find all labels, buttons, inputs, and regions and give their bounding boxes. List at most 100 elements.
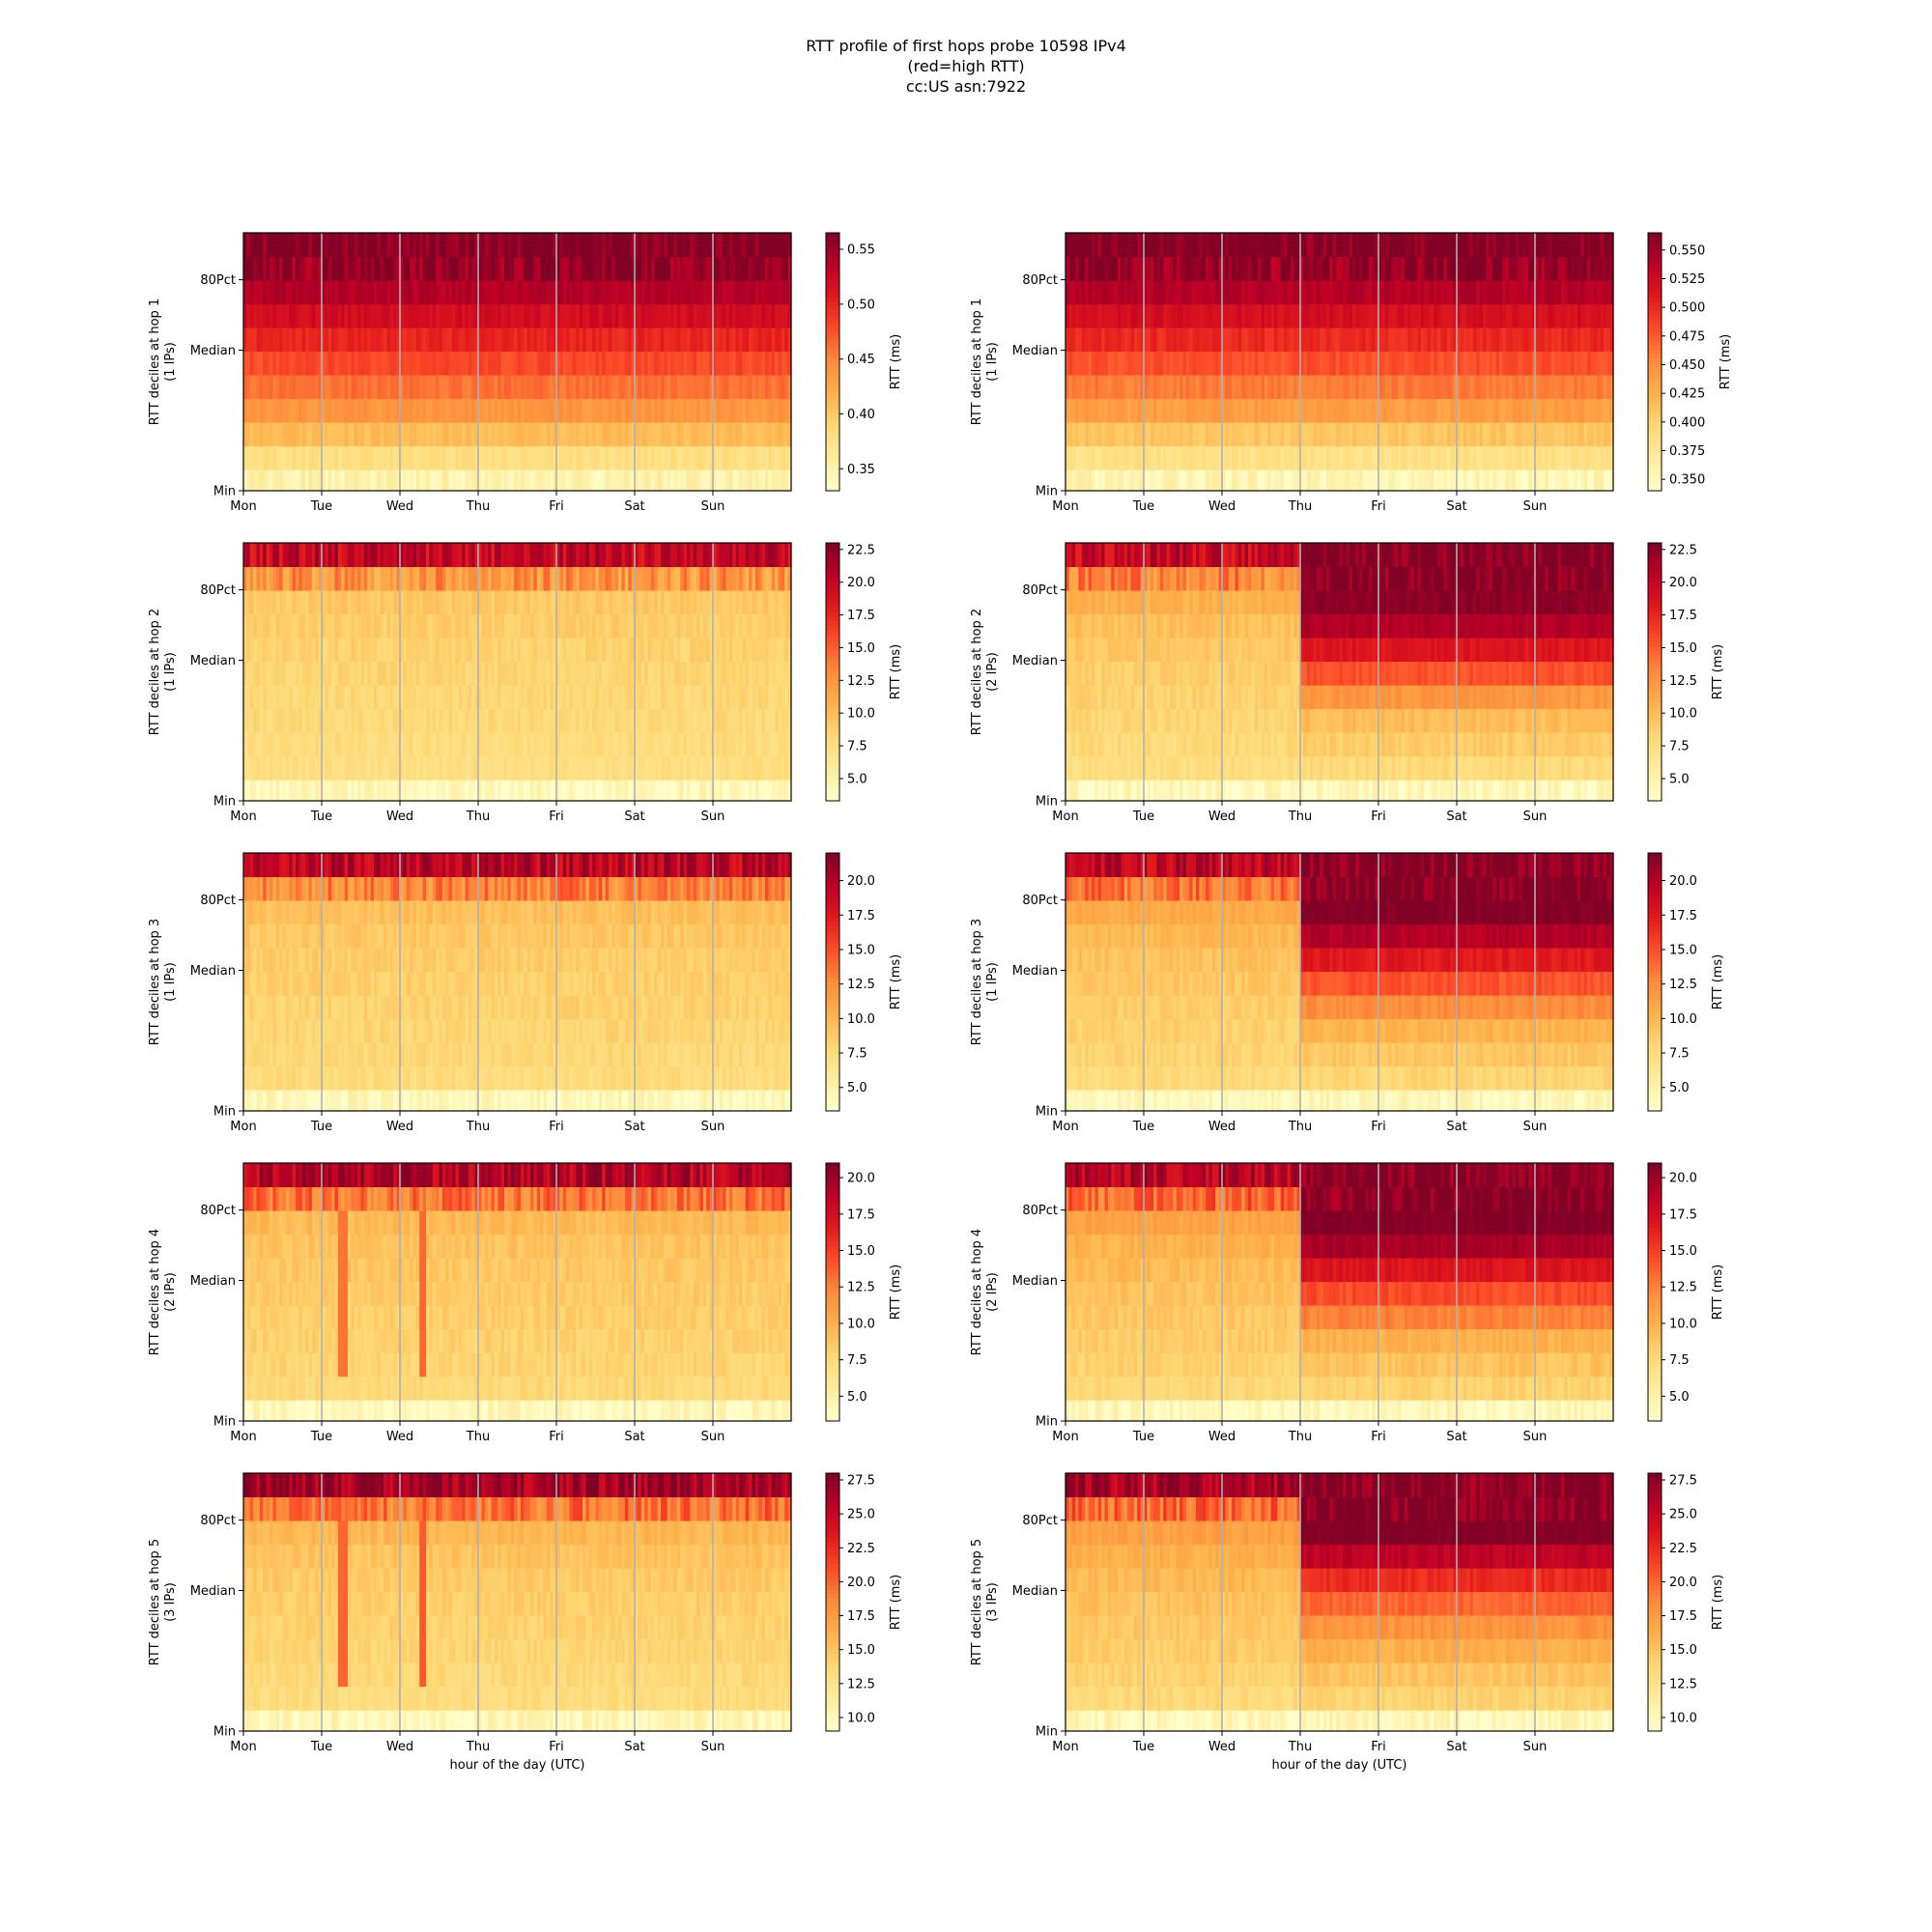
heatmap-panel-left-hop-2: Mon Tue Wed Thu Fri Sat SunMinMedian80PctRTT d… — [148, 543, 903, 824]
colorbar-segment — [826, 336, 839, 341]
colorbar-segment — [826, 422, 839, 427]
colorbar-segment — [1648, 293, 1662, 298]
colorbar-segment — [1648, 250, 1662, 255]
colorbar-segment — [826, 340, 839, 345]
colorbar-segment — [1648, 354, 1662, 358]
colorbar-tick-label: 0.40 — [847, 408, 875, 422]
colorbar-segment — [826, 461, 839, 466]
colorbar-segment — [826, 405, 839, 410]
colorbar-segment — [1648, 431, 1662, 436]
colorbar-segment — [826, 327, 839, 332]
colorbar-tick-label: 0.35 — [847, 463, 875, 477]
colorbar-segment — [1648, 384, 1662, 388]
colorbar-segment — [1648, 357, 1662, 362]
colorbar-tick-label: 0.50 — [847, 298, 875, 312]
colorbar-tick-label: 0.45 — [847, 353, 875, 367]
colorbar-segment — [1648, 422, 1662, 427]
colorbar-segment — [826, 284, 839, 289]
colorbar-segment — [1648, 401, 1662, 406]
colorbar-segment — [826, 417, 839, 422]
colorbar-segment — [826, 362, 839, 367]
colorbar-segment — [1648, 349, 1662, 354]
colorbar-tick-label: 0.550 — [1669, 243, 1705, 258]
colorbar-segment — [1648, 336, 1662, 341]
y-axis-label: RTT deciles at hop 1 — [148, 298, 162, 425]
colorbar-segment — [826, 263, 839, 268]
colorbar-segment — [826, 375, 839, 380]
colorbar-segment — [1648, 340, 1662, 345]
colorbar-segment — [1648, 375, 1662, 380]
y-axis-label-ips: (1 IPs) — [985, 342, 1000, 382]
colorbar-segment — [826, 245, 839, 250]
colorbar-segment — [826, 478, 839, 483]
x-tick-label: Mon — [230, 499, 256, 514]
colorbar-segment — [1648, 268, 1662, 272]
y-tick-label: Median — [1012, 344, 1058, 358]
colorbar-segment — [826, 276, 839, 281]
colorbar-segment — [826, 379, 839, 384]
y-axis-label: RTT deciles at hop 1 — [970, 298, 984, 425]
colorbar-segment — [1648, 310, 1662, 315]
y-tick-label: Median — [190, 344, 236, 358]
colorbar-segment — [1648, 443, 1662, 448]
colorbar-segment — [1648, 289, 1662, 294]
x-tick-label: Fri — [1371, 499, 1386, 514]
y-tick-label: Min — [213, 485, 236, 499]
x-tick-label: Tue — [310, 499, 332, 514]
colorbar-segment — [1648, 370, 1662, 375]
colorbar-segment — [826, 250, 839, 255]
colorbar-tick-label: 0.350 — [1669, 473, 1705, 488]
colorbar-segment — [1648, 413, 1662, 418]
colorbar-segment — [1648, 417, 1662, 422]
heatmap-cells — [243, 543, 792, 802]
colorbar-segment — [826, 396, 839, 401]
colorbar-segment — [1648, 254, 1662, 259]
x-tick-label: Wed — [386, 499, 413, 514]
colorbar-segment — [826, 448, 839, 453]
colorbar-segment — [826, 354, 839, 358]
colorbar-segment — [1648, 323, 1662, 327]
colorbar-segment — [826, 370, 839, 375]
colorbar-segment — [1648, 440, 1662, 444]
x-tick-label: Sun — [701, 499, 725, 514]
colorbar-tick-label: 0.450 — [1669, 358, 1705, 373]
colorbar-segment — [1648, 306, 1662, 311]
colorbar-segment — [1648, 345, 1662, 350]
colorbar-tick-label: 0.425 — [1669, 387, 1705, 402]
colorbar-segment — [826, 413, 839, 418]
colorbar-segment — [826, 349, 839, 354]
colorbar-segment — [1648, 263, 1662, 268]
colorbar-segment — [1648, 387, 1662, 392]
colorbar-segment — [826, 426, 839, 431]
colorbar-label: RTT (ms) — [889, 334, 903, 389]
colorbar-segment — [1648, 469, 1662, 474]
colorbar-segment — [1648, 392, 1662, 397]
y-axis-label-ips: (1 IPs) — [163, 342, 178, 382]
colorbar-segment — [826, 254, 839, 259]
colorbar-segment — [1648, 405, 1662, 410]
x-tick-label: Wed — [1208, 499, 1236, 514]
colorbar-segment — [1648, 435, 1662, 440]
colorbar-segment — [826, 401, 839, 406]
x-tick-label: Mon — [1052, 499, 1078, 514]
colorbar: 0.350.400.450.500.55RTT (ms) — [826, 233, 903, 492]
colorbar-segment — [826, 298, 839, 302]
colorbar-segment — [826, 315, 839, 320]
colorbar-segment — [826, 323, 839, 327]
colorbar-segment — [1648, 298, 1662, 302]
colorbar-segment — [826, 392, 839, 397]
colorbar-segment — [826, 310, 839, 315]
y-tick-label: 80Pct — [1022, 273, 1058, 288]
colorbar-segment — [1648, 284, 1662, 289]
colorbar-segment — [826, 482, 839, 487]
colorbar-segment — [1648, 473, 1662, 478]
colorbar-tick-label: 0.525 — [1669, 272, 1705, 287]
colorbar-segment — [1648, 331, 1662, 336]
colorbar-segment — [1648, 271, 1662, 276]
colorbar-segment — [826, 357, 839, 362]
colorbar-segment — [1648, 409, 1662, 413]
colorbar-segment — [1648, 465, 1662, 469]
